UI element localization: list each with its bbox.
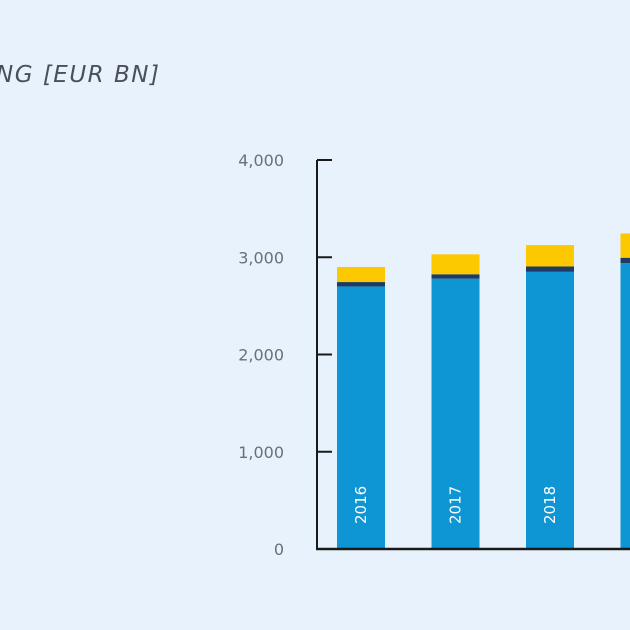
bar-segment-2017-2 [431, 254, 480, 275]
y-tick-label: 1,000 [238, 443, 284, 462]
bar-segment-2016-0 [337, 286, 385, 549]
bar-segment-2019-2 [620, 233, 630, 258]
category-label-2016: 2016 [352, 486, 370, 524]
bar-segment-2019-0 [620, 263, 630, 549]
category-label-2017: 2017 [447, 486, 465, 524]
bar-segment-2018-0 [526, 271, 574, 549]
y-tick-label: 2,000 [238, 346, 284, 365]
y-tick-label: 0 [274, 540, 284, 559]
y-tick-label: 3,000 [238, 248, 284, 267]
bar-segment-2016-2 [337, 266, 385, 283]
bar-segment-2017-0 [431, 278, 480, 549]
chart-title: NG [EUR BN] [0, 62, 161, 88]
bar-segment-2018-1 [526, 266, 574, 272]
bars: 2016201720182019 [337, 233, 630, 549]
category-label-2018: 2018 [541, 486, 559, 524]
y-tick-label: 4,000 [238, 151, 284, 170]
bar-segment-2016-1 [337, 282, 385, 287]
bar-segment-2019-1 [620, 257, 630, 264]
y-axis-ticks: 0 1,000 2,000 3,000 4,000 [238, 151, 332, 559]
bar-segment-2018-2 [526, 245, 574, 267]
bar-segment-2017-1 [431, 274, 480, 279]
